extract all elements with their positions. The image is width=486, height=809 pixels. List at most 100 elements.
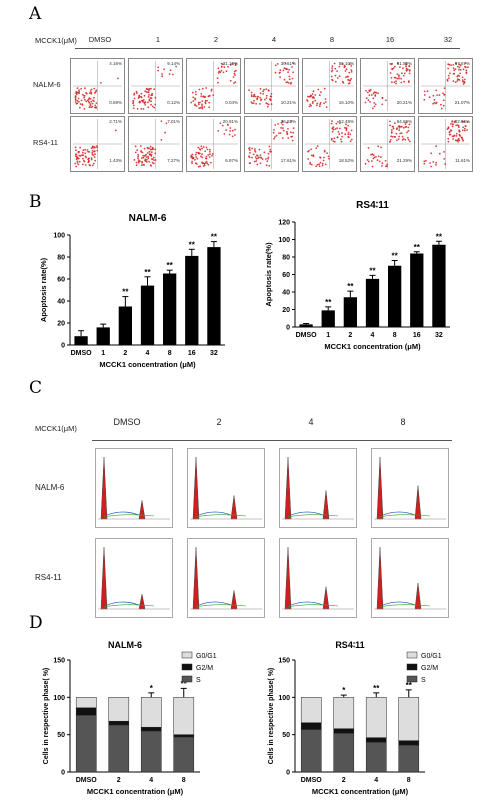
event-dot <box>281 120 284 123</box>
quadrant-upper-right-value: 7.01% <box>167 119 180 124</box>
event-dot <box>396 127 399 129</box>
event-dot <box>145 87 148 90</box>
event-dot <box>323 87 326 90</box>
event-dot <box>319 103 321 106</box>
event-dot <box>137 159 140 162</box>
event-dot <box>89 164 92 167</box>
event-dot <box>448 77 450 79</box>
event-dot <box>443 93 446 96</box>
event-dot <box>143 147 146 150</box>
quadrant-upper-right-value: 31.10% <box>222 61 238 66</box>
x-tick-label: 1 <box>101 350 105 357</box>
event-dot <box>338 133 341 136</box>
event-dot <box>330 75 333 78</box>
event-dot <box>402 74 405 77</box>
quadrant-lower-right-value: 0.04% <box>225 100 238 105</box>
event-dot <box>316 145 319 147</box>
event-dot <box>319 161 322 164</box>
event-dot <box>254 156 257 158</box>
x-tick-label: DMSO <box>301 777 323 784</box>
event-dot <box>292 62 295 64</box>
event-dot <box>386 163 389 166</box>
g1-peak <box>192 546 200 610</box>
event-dot <box>197 146 200 149</box>
event-dot <box>221 124 224 127</box>
flow-conc-label: 2 <box>213 35 219 44</box>
event-dot <box>311 96 314 99</box>
event-dot <box>134 151 137 154</box>
event-dot <box>223 66 226 69</box>
event-dot <box>157 66 160 69</box>
event-dot <box>258 148 261 151</box>
event-dot <box>457 74 459 77</box>
event-dot <box>447 74 450 77</box>
event-dot <box>273 137 275 140</box>
event-dot <box>462 139 464 142</box>
chart-title: NALM-6 <box>129 213 167 224</box>
event-dot <box>423 160 426 163</box>
event-dot <box>324 163 327 166</box>
event-dot <box>369 89 372 91</box>
event-dot <box>350 65 353 67</box>
event-dot <box>461 129 464 132</box>
bar <box>185 255 199 345</box>
event-dot <box>82 151 84 154</box>
event-dot <box>389 124 391 127</box>
event-dot <box>88 106 91 109</box>
event-dot <box>259 87 262 90</box>
event-dot <box>90 158 93 161</box>
x-tick-label: DMSO <box>296 332 318 339</box>
event-dot <box>132 101 135 104</box>
cycle-conc-label: DMSO <box>113 417 141 427</box>
event-dot <box>267 89 270 92</box>
stack-segment-s <box>108 724 130 773</box>
event-dot <box>93 150 96 152</box>
event-dot <box>255 157 258 160</box>
legend-label: G0/G1 <box>421 653 442 660</box>
event-dot <box>201 87 204 90</box>
event-dot <box>261 158 264 160</box>
event-dot <box>195 93 197 96</box>
event-dot <box>323 102 325 105</box>
cycle-histogram <box>279 448 357 528</box>
x-tick-label: 2 <box>342 777 346 784</box>
event-dot <box>334 74 337 77</box>
event-dot <box>310 163 313 166</box>
stack-segment-g0g1 <box>300 697 322 723</box>
event-dot <box>268 145 271 148</box>
event-dot <box>402 138 405 140</box>
event-dot <box>253 99 255 102</box>
event-dot <box>81 104 84 106</box>
event-dot <box>340 138 342 141</box>
event-dot <box>195 156 197 158</box>
event-dot <box>200 145 203 148</box>
event-dot <box>429 162 431 164</box>
event-dot <box>259 103 261 105</box>
flow-scatter <box>421 61 470 111</box>
event-dot <box>458 139 461 142</box>
event-dot <box>161 73 163 75</box>
s-phase-curve <box>382 511 416 516</box>
event-dot <box>367 160 370 163</box>
event-dot <box>205 155 208 158</box>
bar <box>410 253 424 327</box>
event-dot <box>452 67 455 70</box>
y-axis-label: Cells in respective phase( %) <box>268 668 275 764</box>
event-dot <box>465 69 468 72</box>
event-dot <box>330 122 333 125</box>
cycle-histogram <box>371 538 449 618</box>
stack-segment-g2m <box>140 726 162 732</box>
event-dot <box>285 68 288 71</box>
event-dot <box>399 132 402 135</box>
event-dot <box>285 81 288 84</box>
event-dot <box>227 65 229 68</box>
event-dot <box>334 67 337 70</box>
s-phase-curve <box>106 601 140 606</box>
event-dot <box>219 71 222 74</box>
event-dot <box>397 125 400 128</box>
event-dot <box>348 63 351 65</box>
event-dot <box>367 91 369 94</box>
event-dot <box>440 103 442 106</box>
event-dot <box>90 91 93 94</box>
event-dot <box>331 120 333 122</box>
